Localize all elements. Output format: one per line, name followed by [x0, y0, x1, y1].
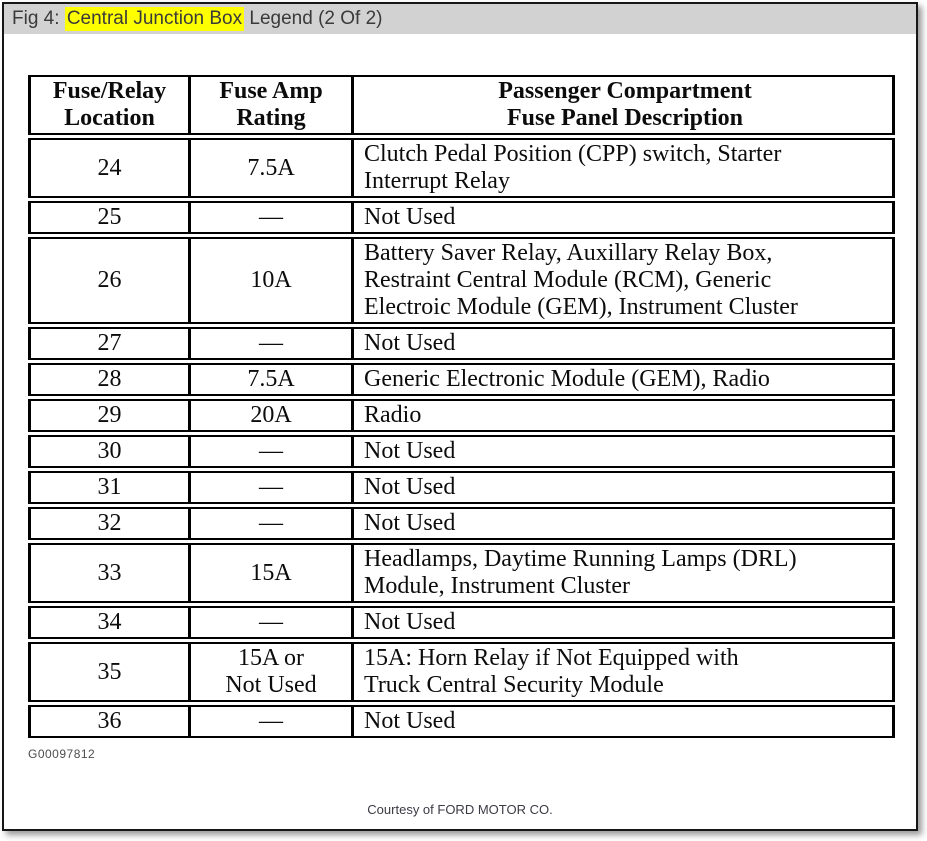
courtesy-note: Courtesy of FORD MOTOR CO.	[367, 802, 553, 817]
table-row: 34 — Not Used	[28, 606, 895, 639]
cell-location: 32	[28, 507, 188, 540]
col-header-rating: Fuse Amp Rating	[188, 75, 351, 135]
cell-location: 28	[28, 363, 188, 396]
table-row: 28 7.5A Generic Electronic Module (GEM),…	[28, 363, 895, 396]
cell-description: Radio	[351, 399, 895, 432]
cell-location: 27	[28, 327, 188, 360]
cell-rating: —	[188, 471, 351, 504]
cell-description: Not Used	[351, 705, 895, 738]
cell-rating: —	[188, 201, 351, 234]
cell-description: Not Used	[351, 435, 895, 468]
cell-rating: —	[188, 705, 351, 738]
cell-location: 33	[28, 543, 188, 603]
col-header-description: Passenger Compartment Fuse Panel Descrip…	[351, 75, 895, 135]
figure-page: Fig 4: Central Junction Box Legend (2 Of…	[2, 2, 918, 831]
cell-description: Generic Electronic Module (GEM), Radio	[351, 363, 895, 396]
cell-location: 26	[28, 237, 188, 324]
table-row: 29 20A Radio	[28, 399, 895, 432]
cell-description: Not Used	[351, 201, 895, 234]
figure-title-bar: Fig 4: Central Junction Box Legend (2 Of…	[4, 4, 916, 34]
cell-location: 30	[28, 435, 188, 468]
figure-title-prefix: Fig 4:	[12, 8, 65, 29]
table-row: 30 — Not Used	[28, 435, 895, 468]
fuse-panel-table: Fuse/Relay Location Fuse Amp Rating Pass…	[28, 72, 895, 741]
cell-rating: 7.5A	[188, 363, 351, 396]
table-row: 26 10A Battery Saver Relay, Auxillary Re…	[28, 237, 895, 324]
table-row: 27 — Not Used	[28, 327, 895, 360]
cell-rating: 7.5A	[188, 138, 351, 198]
table-row: 36 — Not Used	[28, 705, 895, 738]
cell-rating: —	[188, 327, 351, 360]
cell-rating: 15A	[188, 543, 351, 603]
cell-description: Not Used	[351, 606, 895, 639]
figure-id: G00097812	[28, 747, 96, 761]
table-row: 32 — Not Used	[28, 507, 895, 540]
cell-description: 15A: Horn Relay if Not Equipped with Tru…	[351, 642, 895, 702]
cell-location: 29	[28, 399, 188, 432]
cell-description: Not Used	[351, 471, 895, 504]
cell-location: 25	[28, 201, 188, 234]
cell-rating: —	[188, 435, 351, 468]
col-header-location: Fuse/Relay Location	[28, 75, 188, 135]
cell-location: 36	[28, 705, 188, 738]
cell-description: Battery Saver Relay, Auxillary Relay Box…	[351, 237, 895, 324]
table-row: 35 15A or Not Used 15A: Horn Relay if No…	[28, 642, 895, 702]
cell-rating: —	[188, 507, 351, 540]
cell-description: Not Used	[351, 327, 895, 360]
cell-description: Clutch Pedal Position (CPP) switch, Star…	[351, 138, 895, 198]
cell-description: Headlamps, Daytime Running Lamps (DRL) M…	[351, 543, 895, 603]
table-header-row: Fuse/Relay Location Fuse Amp Rating Pass…	[28, 75, 895, 135]
table-row: 33 15A Headlamps, Daytime Running Lamps …	[28, 543, 895, 603]
cell-location: 34	[28, 606, 188, 639]
table-row: 25 — Not Used	[28, 201, 895, 234]
cell-rating: 10A	[188, 237, 351, 324]
table-row: 31 — Not Used	[28, 471, 895, 504]
cell-rating: 20A	[188, 399, 351, 432]
search-highlight: Central Junction Box	[64, 7, 245, 31]
cell-location: 24	[28, 138, 188, 198]
cell-location: 31	[28, 471, 188, 504]
table-row: 24 7.5A Clutch Pedal Position (CPP) swit…	[28, 138, 895, 198]
figure-title-suffix: Legend (2 Of 2)	[244, 8, 383, 29]
cell-location: 35	[28, 642, 188, 702]
cell-rating: —	[188, 606, 351, 639]
cell-description: Not Used	[351, 507, 895, 540]
cell-rating: 15A or Not Used	[188, 642, 351, 702]
